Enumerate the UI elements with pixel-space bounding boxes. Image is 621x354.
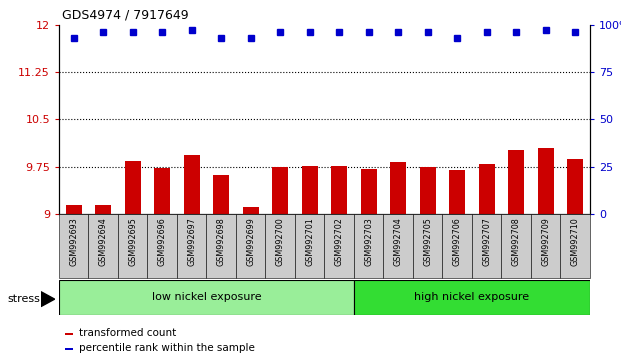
- Text: GSM992706: GSM992706: [453, 217, 461, 266]
- Text: percentile rank within the sample: percentile rank within the sample: [79, 343, 255, 353]
- Bar: [213, 175, 229, 214]
- Bar: [272, 167, 288, 214]
- Bar: [390, 162, 406, 214]
- FancyBboxPatch shape: [442, 214, 472, 278]
- Text: GSM992701: GSM992701: [306, 217, 314, 266]
- Bar: [66, 205, 82, 214]
- FancyBboxPatch shape: [531, 214, 560, 278]
- FancyBboxPatch shape: [236, 214, 265, 278]
- Bar: [538, 148, 554, 214]
- FancyBboxPatch shape: [295, 214, 324, 278]
- Text: GSM992703: GSM992703: [365, 217, 373, 266]
- FancyBboxPatch shape: [383, 214, 413, 278]
- FancyBboxPatch shape: [59, 214, 88, 278]
- FancyBboxPatch shape: [354, 214, 383, 278]
- Text: GSM992705: GSM992705: [424, 217, 432, 266]
- FancyBboxPatch shape: [560, 214, 590, 278]
- Bar: [361, 169, 377, 214]
- Bar: [95, 205, 111, 214]
- Polygon shape: [41, 292, 55, 307]
- FancyBboxPatch shape: [206, 214, 236, 278]
- FancyBboxPatch shape: [265, 214, 295, 278]
- Text: GSM992708: GSM992708: [512, 217, 520, 266]
- FancyBboxPatch shape: [118, 214, 147, 278]
- Text: GSM992696: GSM992696: [158, 217, 166, 266]
- Bar: [479, 164, 495, 214]
- Text: GSM992694: GSM992694: [99, 217, 107, 266]
- FancyBboxPatch shape: [88, 214, 118, 278]
- FancyBboxPatch shape: [472, 214, 501, 278]
- Bar: [420, 167, 436, 214]
- Text: GSM992707: GSM992707: [483, 217, 491, 266]
- FancyBboxPatch shape: [324, 214, 354, 278]
- Bar: [154, 168, 170, 214]
- Bar: [302, 166, 318, 214]
- FancyBboxPatch shape: [413, 214, 442, 278]
- Text: GSM992700: GSM992700: [276, 217, 284, 266]
- Text: GSM992704: GSM992704: [394, 217, 402, 266]
- Text: GSM992697: GSM992697: [188, 217, 196, 266]
- FancyBboxPatch shape: [177, 214, 206, 278]
- Text: high nickel exposure: high nickel exposure: [414, 292, 530, 302]
- Text: GDS4974 / 7917649: GDS4974 / 7917649: [62, 9, 189, 22]
- Bar: [243, 207, 259, 214]
- Bar: [331, 166, 347, 214]
- Text: GSM992709: GSM992709: [542, 217, 550, 266]
- Text: GSM992693: GSM992693: [70, 217, 78, 266]
- Text: transformed count: transformed count: [79, 328, 177, 338]
- Bar: [567, 159, 583, 214]
- Bar: [184, 155, 200, 214]
- Text: stress: stress: [7, 294, 40, 304]
- Text: GSM992702: GSM992702: [335, 217, 343, 266]
- Text: low nickel exposure: low nickel exposure: [152, 292, 261, 302]
- FancyBboxPatch shape: [354, 280, 590, 315]
- FancyBboxPatch shape: [501, 214, 531, 278]
- Bar: [449, 170, 465, 214]
- FancyBboxPatch shape: [147, 214, 177, 278]
- Bar: [125, 160, 141, 214]
- FancyBboxPatch shape: [59, 280, 354, 315]
- Text: GSM992699: GSM992699: [247, 217, 255, 266]
- Text: GSM992695: GSM992695: [129, 217, 137, 266]
- Text: GSM992698: GSM992698: [217, 217, 225, 266]
- Text: GSM992710: GSM992710: [571, 217, 579, 266]
- Bar: [508, 150, 524, 214]
